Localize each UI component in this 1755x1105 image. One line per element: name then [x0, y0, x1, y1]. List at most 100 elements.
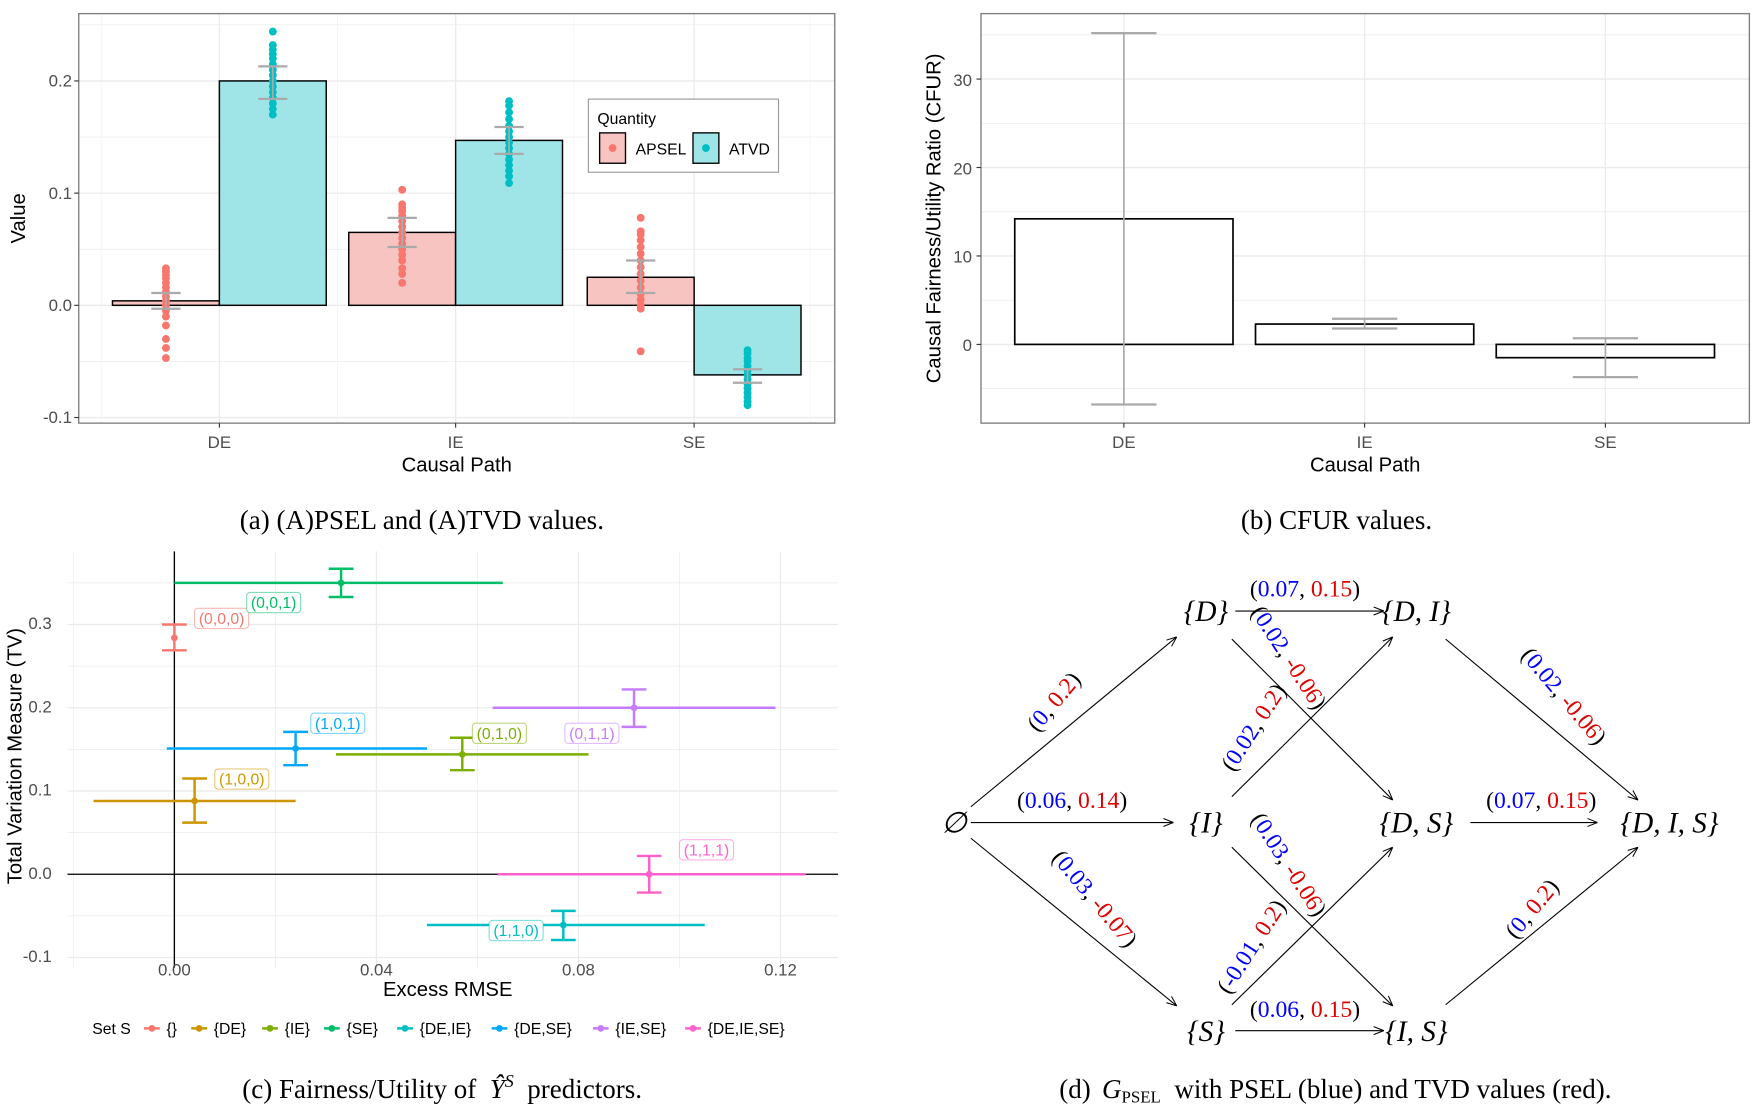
node-d: {D}: [1184, 596, 1229, 628]
legend-label: {IE}: [285, 1021, 310, 1038]
edge-label: (-0.01, 0.2): [1212, 895, 1292, 998]
point-label-box: [194, 607, 250, 630]
node-ds: {D, S}: [1379, 808, 1453, 840]
y-tick-label: 0.3: [28, 614, 51, 633]
data-point: [559, 921, 567, 929]
legend-key-atvd: [692, 132, 720, 164]
y-tick-label: 0.2: [28, 697, 51, 716]
data-point: [191, 797, 198, 805]
legend-key-point: [266, 1025, 274, 1032]
legend-key-point: [401, 1025, 409, 1032]
legend-label: {IE,SE}: [615, 1021, 666, 1038]
edge-label-open-paren: (: [1017, 788, 1025, 814]
edge-label-comma: ,: [1299, 997, 1311, 1023]
edge-tvd-value: 0.14: [1078, 788, 1120, 814]
legend-key-point: [148, 1025, 156, 1032]
edge-label-close-paren: ): [1352, 997, 1360, 1023]
edge-label-open-paren: (: [1250, 997, 1258, 1023]
data-point: [505, 161, 513, 170]
edge-label: (0.03, -0.07): [1046, 845, 1142, 952]
x-tick-label: DE: [1112, 433, 1135, 452]
data-point: [337, 579, 345, 587]
data-point: [398, 256, 407, 265]
panel-c-chart: (0,0,0) (1,0,0) (0,1,0) (0,0,1) (1,1,0) (1,0,…: [4, 551, 839, 1038]
legend-key-point: [496, 1025, 503, 1032]
point-label-box: [214, 768, 270, 790]
edge-empty-i: (0.06, 0.14): [970, 788, 1174, 823]
y-tick-label: 20: [953, 159, 972, 178]
caption-d-symbol: G: [1102, 1074, 1122, 1104]
data-point: [398, 269, 407, 278]
data-point: [505, 172, 513, 181]
y-tick-label: -0.1: [23, 947, 52, 966]
legend-key-point: [689, 1025, 697, 1032]
edge-arrow: [1231, 847, 1393, 1006]
point-label: (0,0,0): [199, 611, 245, 628]
edge-empty-s: (0.03, -0.07): [970, 837, 1177, 1006]
data-point: [171, 634, 178, 642]
panel-a-chart: -0.1 0.0 0.1 0.2 DE IE SE Causal Path Value Quant…: [8, 12, 836, 476]
y-tick-label: 0.0: [28, 864, 51, 883]
legend-point-icon: [702, 144, 710, 152]
edge-empty-d: (0, 0.2): [970, 637, 1177, 808]
edge-label: (0.06, 0.14): [1017, 788, 1127, 814]
data-point: [162, 344, 170, 352]
edge-label: (0.06, 0.15): [1250, 997, 1360, 1023]
edge-arrow: [970, 637, 1177, 808]
x-tick-label: 0.12: [764, 961, 797, 980]
data-point: [162, 335, 170, 343]
data-point: [636, 304, 645, 313]
x-tick-label: 0.08: [562, 961, 595, 980]
y-tick-label: 30: [953, 71, 972, 90]
node-is: {I, S}: [1385, 1016, 1448, 1048]
x-tick-label: 0.04: [360, 961, 393, 980]
legend-key-point: [328, 1025, 336, 1032]
y-axis-title: Value: [8, 193, 30, 243]
point-label: (0,1,1): [569, 726, 615, 743]
edge-tvd-value: 0.15: [1547, 788, 1588, 814]
series-deie: (1,1,0): [426, 909, 705, 942]
edge-label-close-paren: ): [1119, 788, 1127, 814]
caption-c-symbol: Ŷ: [490, 1074, 508, 1104]
legend-label: ATVD: [729, 141, 770, 158]
y-tick-label: 0.1: [28, 781, 51, 800]
point-label: (0,0,1): [251, 595, 297, 612]
edge-tvd-value: 0.15: [1311, 576, 1352, 602]
edge-psel-value: 0.07: [1494, 788, 1536, 814]
edge-label: (0.03, -0.06): [1245, 808, 1331, 921]
series-de: (1,0,0): [93, 768, 296, 824]
legend-title: Quantity: [597, 111, 656, 128]
data-point: [743, 401, 752, 410]
y-tick-label: 0: [963, 336, 972, 355]
series-: (0,0,0): [162, 607, 250, 652]
data-point: [630, 704, 638, 712]
legend-key-apsel: [598, 132, 627, 164]
point-label: (1,1,1): [684, 842, 730, 859]
edge-label: (0.02, 0.2): [1216, 679, 1291, 776]
data-point: [645, 870, 653, 878]
panel-d-diagram: (0, 0.2) (0.06, 0.14) (0.03, -0.07) (0.07, …: [941, 576, 1719, 1047]
point-label: (1,1,0): [493, 923, 539, 940]
data-point: [458, 750, 466, 758]
data-point: [398, 185, 407, 194]
edge-di-dis: (0.02, -0.06): [1445, 638, 1638, 800]
edge-arrow: [1445, 638, 1638, 800]
data-point: [162, 321, 170, 330]
data-point: [268, 27, 277, 36]
x-tick-label: IE: [1357, 433, 1373, 452]
series-iese: (0,1,1): [492, 688, 776, 744]
y-tick-label: -0.1: [43, 408, 72, 427]
node-i: {I}: [1189, 808, 1222, 840]
data-point: [292, 745, 299, 752]
edge-label-comma: ,: [1299, 576, 1311, 602]
caption-d-prefix: (d): [1059, 1074, 1090, 1104]
data-point: [398, 264, 407, 273]
series-se: (0,0,1): [174, 567, 503, 614]
edge-arrow: [1445, 847, 1638, 1006]
data-point: [636, 213, 645, 222]
edge-arrow: [1231, 638, 1393, 800]
data-point: [636, 295, 645, 304]
point-label-box: [564, 722, 620, 744]
point-label: (1,0,0): [219, 772, 265, 789]
legend-key-point: [597, 1025, 605, 1032]
